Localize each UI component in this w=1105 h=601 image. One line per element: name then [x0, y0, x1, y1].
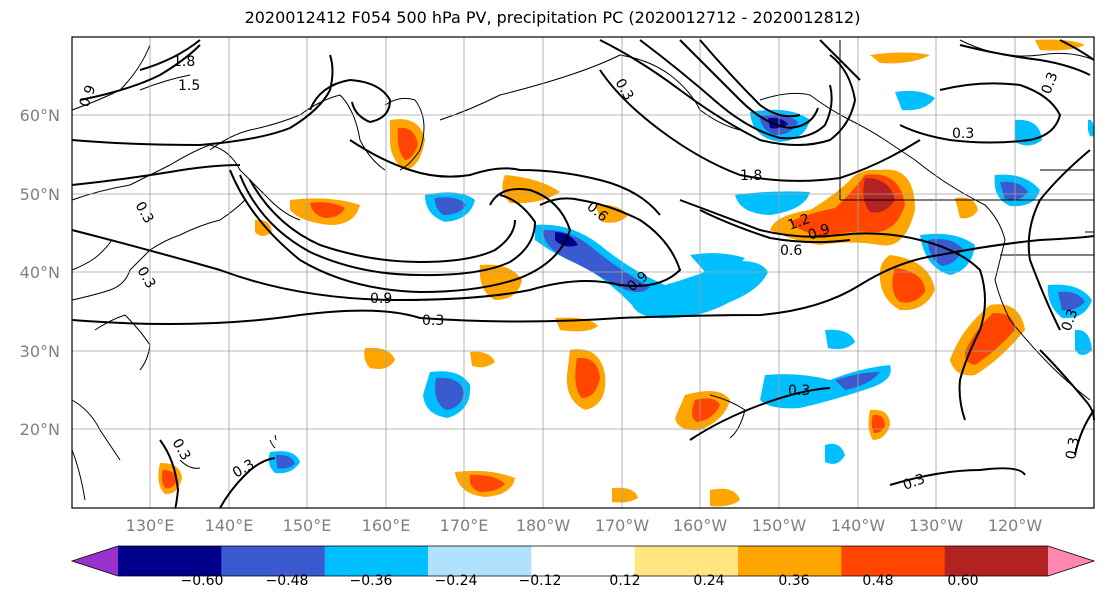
colorbar-segment [118, 546, 222, 576]
colorbar-segment [531, 546, 636, 576]
lon-label: 140°E [205, 516, 254, 535]
contour-label: 1.2 [786, 211, 812, 234]
contour-label: 0.3 [1063, 436, 1083, 461]
map-title: 2020012412 F054 500 hPa PV, precipitatio… [244, 8, 861, 27]
colorbar-tick-label: −0.24 [435, 573, 478, 589]
contour-label: 1.8 [740, 168, 762, 184]
longitude-labels: 130°E 140°E 150°E 160°E 170°E 180°W 170°… [126, 516, 1043, 535]
lon-label: 160°W [673, 516, 728, 535]
colorbar-segment [841, 546, 946, 576]
colorbar-segment [944, 546, 1049, 576]
colorbar-extend-low [72, 546, 118, 576]
colorbar-tick-label: −0.36 [350, 573, 393, 589]
lon-label: 130°E [126, 516, 175, 535]
colorbar-segment [634, 546, 739, 576]
colorbar-tick-label: 0.36 [778, 573, 809, 589]
colorbar-tick-label: 0.48 [862, 573, 893, 589]
lon-label: 160°E [362, 516, 411, 535]
lat-label: 20°N [20, 420, 60, 439]
colorbar-tick-label: −0.60 [181, 573, 224, 589]
lon-label: 180°W [516, 516, 571, 535]
lat-label: 60°N [20, 106, 60, 125]
lon-label: 130°W [909, 516, 964, 535]
latitude-labels: 60°N 50°N 40°N 30°N 20°N [20, 106, 60, 439]
colorbar-outline [70, 545, 1096, 577]
contour-label: 0.9 [806, 221, 832, 244]
lat-label: 50°N [20, 185, 60, 204]
lat-label: 30°N [20, 342, 60, 361]
colorbar-extend-high [1048, 546, 1094, 576]
contour-label: 0.3 [1039, 70, 1062, 96]
contour-label: 0.6 [780, 243, 802, 259]
lon-label: 140°W [831, 516, 886, 535]
lon-label: 170°W [595, 516, 650, 535]
colorbar-segment [324, 546, 429, 576]
pv-contours [71, 39, 1095, 509]
precipitation-shading [158, 39, 1094, 507]
lon-label: 170°E [440, 516, 489, 535]
lon-label: 120°W [988, 516, 1043, 535]
contour-label: 0.3 [1059, 307, 1082, 333]
colorbar-tick-labels: −0.60 −0.48 −0.36 −0.24 −0.12 0.12 0.24 … [181, 573, 979, 589]
colorbar-segment [221, 546, 326, 576]
colorbar-tick-label: 0.24 [693, 573, 724, 589]
contour-label: 1.8 [173, 54, 195, 70]
lon-label: 150°E [283, 516, 332, 535]
contour-label: 0.9 [77, 83, 100, 109]
lat-label: 40°N [20, 263, 60, 282]
colorbar-tick-label: −0.12 [519, 573, 562, 589]
colorbar [70, 545, 1096, 577]
colorbar-tick-label: −0.48 [266, 573, 309, 589]
contour-label: 0.3 [422, 313, 444, 329]
lon-label: 150°W [752, 516, 807, 535]
contour-label: 1.5 [178, 78, 200, 94]
contour-label: 0.9 [370, 291, 392, 307]
contour-label: 0.3 [901, 471, 927, 494]
colorbar-segment [428, 546, 532, 576]
contour-label: 0.3 [952, 126, 974, 142]
contour-label: 0.3 [788, 383, 810, 399]
map-frame [71, 36, 1095, 509]
colorbar-tick-label: 0.60 [947, 573, 978, 589]
colorbar-segment [738, 546, 842, 576]
colorbar-tick-label: 0.12 [609, 573, 640, 589]
